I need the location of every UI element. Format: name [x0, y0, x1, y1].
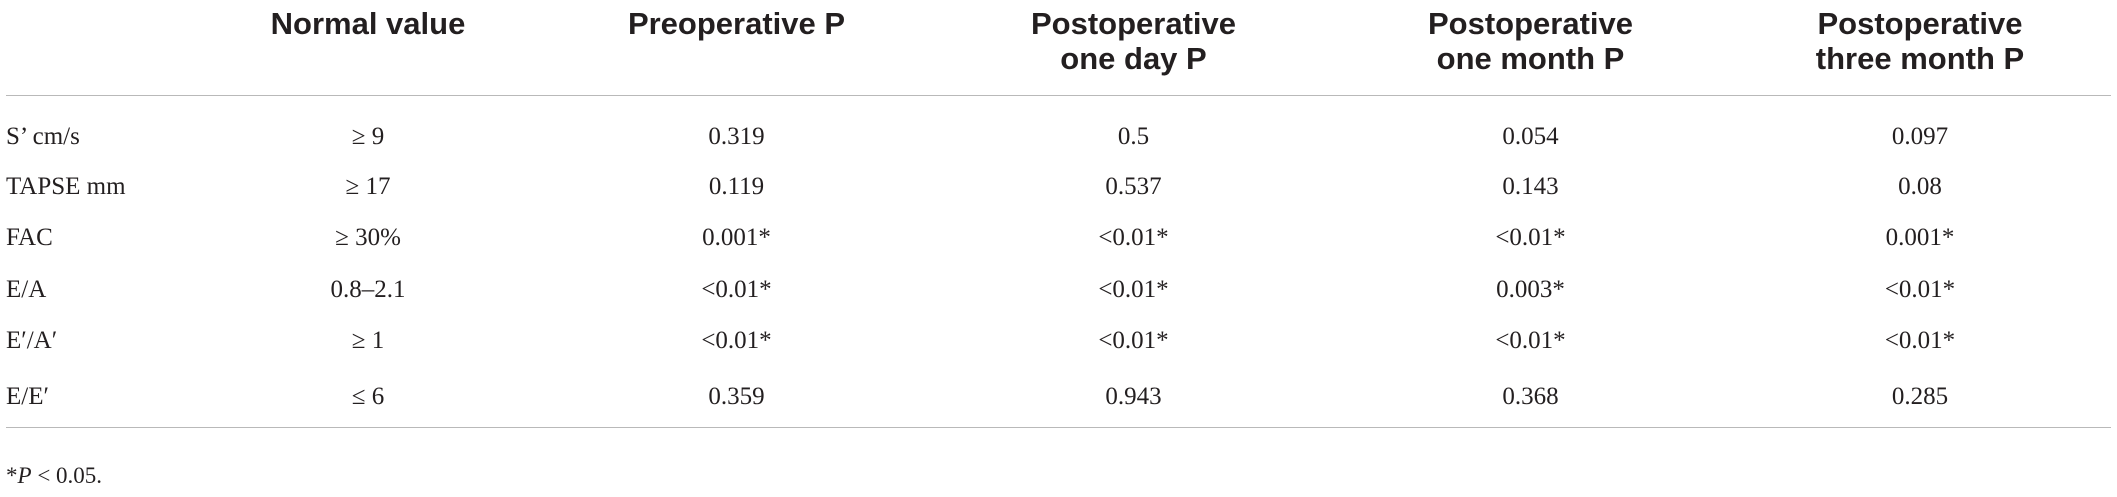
header-cell-blank: [6, 0, 198, 96]
cell-preoperative-p: 0.359: [538, 367, 935, 428]
cell-postop-one-day-p: 0.943: [935, 367, 1332, 428]
header-text-line-2: three month P: [1815, 41, 2025, 76]
table-footnote: *P < 0.05.: [6, 462, 102, 490]
header-text-line-1: Postoperative: [1817, 6, 2023, 41]
header-cell-postop-one-day: Postoperative one day P: [935, 0, 1332, 96]
cell-postop-one-month-p: 0.054: [1502, 123, 1559, 151]
table-row-e-e-prime: E/E′ ≤ 6 0.359 0.943 0.368 0.285: [6, 367, 2111, 428]
results-table-container: Normal value Preoperative P Postoperativ…: [6, 0, 2111, 428]
row-label: TAPSE mm: [6, 172, 126, 200]
table-row-s-prime: S’ cm/s ≥ 9 0.319 0.5 0.054 0.097: [6, 95, 2111, 161]
cell-normal-value: ≥ 17: [345, 172, 391, 200]
cell-normal-value: ≤ 6: [198, 367, 538, 428]
header-text: Normal value: [270, 6, 466, 41]
cell-postop-one-day-p: <0.01*: [1098, 224, 1169, 252]
header-cell-postop-one-month: Postoperative one month P: [1332, 0, 1729, 96]
cell-postop-three-month-p: 0.08: [1898, 172, 1942, 200]
row-label: FAC: [6, 224, 53, 252]
footnote-mark: *: [6, 463, 18, 488]
cell-preoperative-p: 0.001*: [702, 224, 771, 252]
cell-preoperative-p: 0.319: [708, 123, 765, 151]
header-cell-postop-three-month: Postoperative three month P: [1729, 0, 2111, 96]
results-table: Normal value Preoperative P Postoperativ…: [6, 0, 2111, 428]
cell-postop-one-month-p: <0.01*: [1495, 327, 1566, 355]
cell-postop-one-day-p: <0.01*: [1098, 327, 1169, 355]
cell-normal-value: ≥ 9: [351, 123, 385, 151]
header-text-line-1: Postoperative: [1427, 6, 1633, 41]
header-cell-normal-value: Normal value: [198, 0, 538, 96]
cell-normal-value: ≥ 1: [351, 327, 385, 355]
footnote-text: < 0.05.: [31, 463, 103, 488]
cell-normal-value: ≥ 30%: [335, 224, 401, 252]
row-label: E/A: [6, 275, 47, 303]
cell-postop-one-day-p: <0.01*: [1098, 275, 1169, 303]
header-cell-preoperative: Preoperative P: [538, 0, 935, 96]
cell-preoperative-p: <0.01*: [701, 327, 772, 355]
cell-postop-three-month-p: 0.285: [1729, 367, 2111, 428]
header-text: Preoperative P: [627, 6, 846, 41]
table-row-tapse: TAPSE mm ≥ 17 0.119 0.537 0.143 0.08: [6, 161, 2111, 213]
row-label: E′/A′: [6, 327, 58, 355]
footnote-italic-p: P: [17, 463, 32, 488]
row-label: S’ cm/s: [6, 123, 80, 151]
table-row-e-prime-a-prime: E′/A′ ≥ 1 <0.01* <0.01* <0.01* <0.01*: [6, 316, 2111, 368]
cell-postop-three-month-p: <0.01*: [1884, 275, 1956, 303]
cell-postop-three-month-p: <0.01*: [1884, 327, 1956, 355]
table-header: Normal value Preoperative P Postoperativ…: [6, 0, 2111, 96]
cell-postop-one-day-p: 0.537: [1105, 172, 1162, 200]
cell-postop-one-day-p: 0.5: [1117, 123, 1150, 151]
header-text-line-1: Postoperative: [1030, 6, 1236, 41]
cell-postop-one-month-p: <0.01*: [1495, 224, 1566, 252]
table-row-fac: FAC ≥ 30% 0.001* <0.01* <0.01* 0.001*: [6, 213, 2111, 265]
cell-preoperative-p: <0.01*: [701, 275, 772, 303]
cell-normal-value: 0.8–2.1: [330, 275, 406, 303]
header-row: Normal value Preoperative P Postoperativ…: [6, 0, 2111, 96]
cell-postop-three-month-p: 0.097: [1891, 123, 1949, 151]
header-text-line-2: one day P: [1060, 41, 1207, 76]
cell-postop-one-month-p: 0.143: [1502, 172, 1559, 200]
cell-postop-three-month-p: 0.001*: [1885, 224, 1955, 252]
table-body: S’ cm/s ≥ 9 0.319 0.5 0.054 0.097 TAPSE …: [6, 95, 2111, 428]
cell-postop-one-month-p: 0.003*: [1496, 275, 1565, 303]
row-label: E/E′: [6, 367, 198, 428]
table-row-e-a: E/A 0.8–2.1 <0.01* <0.01* 0.003* <0.01*: [6, 264, 2111, 316]
cell-preoperative-p: 0.119: [708, 172, 765, 200]
cell-postop-one-month-p: 0.368: [1332, 367, 1729, 428]
header-text-line-2: one month P: [1436, 41, 1625, 76]
